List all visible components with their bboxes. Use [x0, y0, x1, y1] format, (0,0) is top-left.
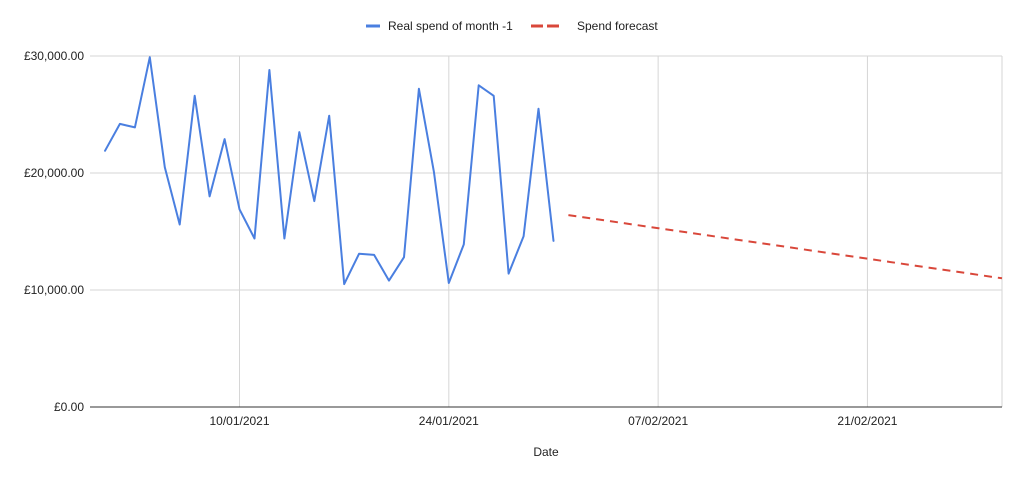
legend-label: Real spend of month -1: [388, 19, 513, 33]
x-axis-ticks: 10/01/2021 24/01/2021 07/02/2021 21/02/2021: [209, 414, 897, 428]
x-tick-label: 21/02/2021: [837, 414, 897, 428]
x-tick-label: 24/01/2021: [419, 414, 479, 428]
x-tick-label: 07/02/2021: [628, 414, 688, 428]
legend: Real spend of month -1 Spend forecast: [366, 19, 658, 33]
x-axis-title: Date: [533, 445, 559, 459]
series-line-forecast: [568, 214, 1003, 280]
grid-lines: [90, 55, 1003, 407]
y-tick-label: £10,000.00: [24, 283, 84, 297]
series-lines: [104, 56, 1003, 286]
x-tick-label: 10/01/2021: [209, 414, 269, 428]
y-tick-label: £30,000.00: [24, 49, 84, 63]
legend-label: Spend forecast: [577, 19, 658, 33]
legend-item: Real spend of month -1: [366, 19, 513, 33]
legend-item: Spend forecast: [531, 19, 658, 33]
y-tick-label: £0.00: [54, 400, 84, 414]
y-axis-ticks: £0.00 £10,000.00 £20,000.00 £30,000.00: [24, 49, 84, 414]
series-line-real-spend: [104, 56, 555, 286]
y-tick-label: £20,000.00: [24, 166, 84, 180]
